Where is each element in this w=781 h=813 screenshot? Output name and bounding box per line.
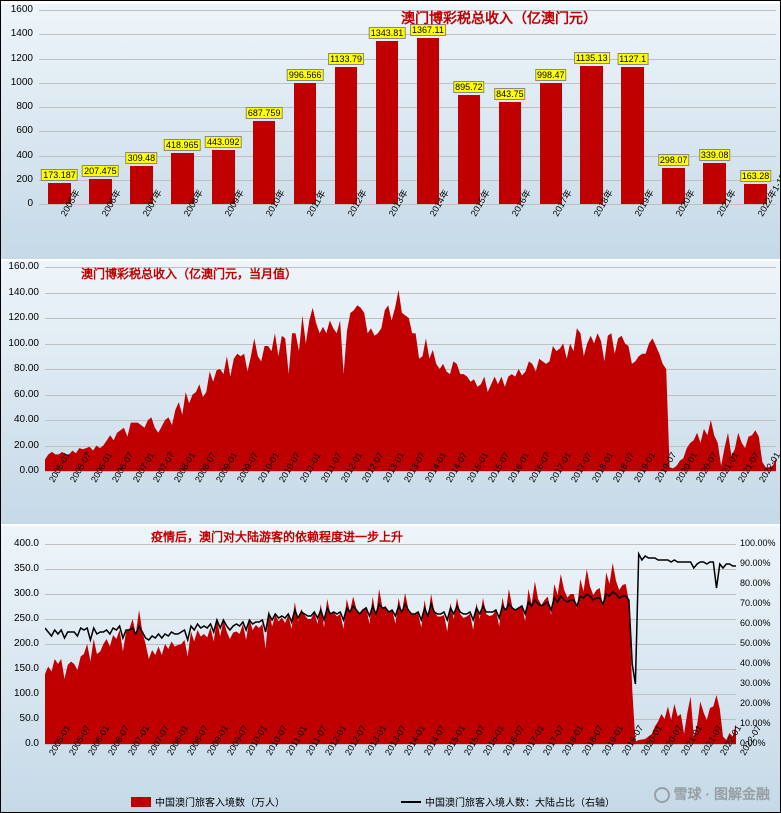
area-chart-monthly-revenue: 0.00 20.00 40.00 60.00 80.00 100.00 120.00 140.… [1, 261, 780, 524]
y-tick-label: 600 [16, 125, 33, 136]
bar-value-label: 1133.79 [328, 53, 364, 65]
bar [417, 38, 440, 204]
chart3-title: 疫情后，澳门对大陆游客的依赖程度进一步上升 [151, 528, 403, 545]
y2-tick-label: 100.00% [740, 538, 776, 548]
bar [499, 102, 522, 204]
y-tick-label: 400.0 [14, 538, 39, 549]
y-tick-label: 0.00 [20, 465, 39, 476]
y-tick-label: 60.00 [14, 389, 39, 400]
y2-tick-label: 70.00% [740, 598, 771, 608]
y-tick-label: 250.0 [14, 613, 39, 624]
y-tick-label: 300.0 [14, 588, 39, 599]
bar-value-label: 298.07 [658, 154, 690, 166]
legend-line: 中国澳门旅客入境人数：大陆占比（右轴） [401, 794, 615, 809]
y2-tick-label: 20.00% [740, 698, 771, 708]
y-tick-label: 1000 [11, 77, 33, 88]
y2-tick-label: 50.00% [740, 638, 771, 648]
y-tick-label: 1200 [11, 53, 33, 64]
y-tick-label: 1600 [11, 4, 33, 15]
dual-axis-chart-visitors: 0.0 50.0 100.0 150.0 200.0 250.0 300.0 350.0 400… [1, 526, 780, 812]
bar-value-label: 163.28 [740, 170, 772, 182]
charts-container: 173.187 207.475 309.48 418.965 443.092 687.75… [0, 0, 781, 813]
watermark-icon [654, 787, 670, 803]
y-tick-label: 150.0 [14, 663, 39, 674]
watermark-text: 雪球 · 图解金融 [674, 786, 770, 802]
bar-value-label: 687.759 [246, 107, 283, 119]
y-tick-label: 0 [27, 198, 33, 209]
y-tick-label: 20.00 [14, 440, 39, 451]
y2-tick-label: 60.00% [740, 618, 771, 628]
y2-tick-label: 80.00% [740, 578, 771, 588]
legend-area: 中国澳门旅客入境数（万人） [131, 794, 285, 809]
bar [540, 83, 563, 204]
bar-value-label: 418.965 [164, 139, 201, 151]
y-tick-label: 120.00 [8, 312, 39, 323]
y2-tick-label: 40.00% [740, 658, 771, 668]
chart2-title: 澳门博彩税总收入（亿澳门元，当月值） [81, 265, 297, 282]
y-tick-label: 50.0 [20, 713, 39, 724]
bar-value-label: 1343.81 [369, 27, 406, 39]
y-tick-label: 800 [16, 101, 33, 112]
bar-value-label: 1127.1 [617, 53, 648, 65]
area-series [45, 267, 776, 471]
bar-value-label: 173.187 [41, 169, 78, 181]
y2-tick-label: 30.00% [740, 678, 771, 688]
bar-value-label: 843.75 [494, 88, 526, 100]
bar-value-label: 998.47 [535, 69, 567, 81]
bar-value-label: 1135.13 [574, 52, 610, 64]
bar-value-label: 996.566 [287, 69, 324, 81]
legend-area-label: 中国澳门旅客入境数（万人） [155, 794, 285, 809]
chart3-svg [45, 544, 736, 744]
bar [376, 41, 399, 204]
y-tick-label: 400 [16, 150, 33, 161]
y2-tick-label: 90.00% [740, 558, 771, 568]
bar [335, 67, 358, 204]
legend-line-icon [401, 801, 421, 803]
bar-value-label: 207.475 [82, 165, 119, 177]
y-tick-label: 40.00 [14, 414, 39, 425]
legend-line-label: 中国澳门旅客入境人数：大陆占比（右轴） [425, 794, 615, 809]
y-tick-label: 80.00 [14, 363, 39, 374]
bar [580, 66, 603, 204]
y-tick-label: 0.0 [25, 738, 39, 749]
bar-value-label: 895.72 [453, 81, 485, 93]
bar [294, 83, 317, 204]
bar [621, 67, 644, 204]
y-tick-label: 1400 [11, 28, 33, 39]
bar [458, 95, 481, 204]
y-tick-label: 100.00 [8, 338, 39, 349]
y-tick-label: 200 [16, 174, 33, 185]
y-tick-label: 140.00 [8, 287, 39, 298]
bar-value-label: 443.092 [205, 136, 242, 148]
y-tick-label: 100.0 [14, 688, 39, 699]
y-tick-label: 200.0 [14, 638, 39, 649]
bar-value-label: 339.08 [699, 149, 731, 161]
chart1-title: 澳门博彩税总收入（亿澳门元） [401, 8, 597, 28]
watermark: 雪球 · 图解金融 [654, 784, 770, 804]
bar-value-label: 309.48 [126, 152, 158, 164]
bar-chart-annual-revenue: 173.187 207.475 309.48 418.965 443.092 687.75… [1, 4, 780, 259]
y-tick-label: 160.00 [8, 261, 39, 272]
y-tick-label: 350.0 [14, 563, 39, 574]
legend-swatch-icon [131, 797, 151, 807]
bar [253, 121, 276, 204]
